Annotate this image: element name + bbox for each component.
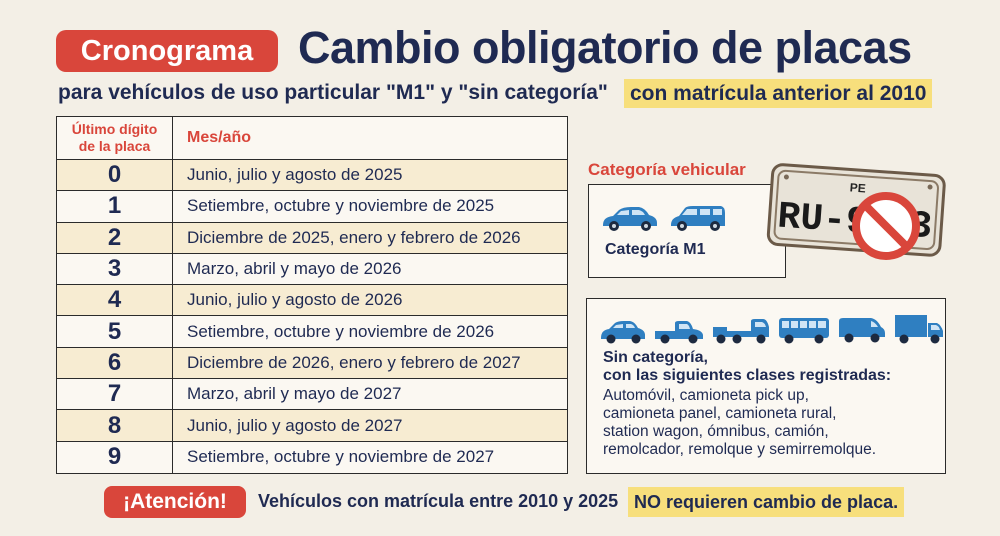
wagon-icon [671,206,725,231]
table-row: 2 Diciembre de 2025, enero y febrero de 2… [57,222,567,254]
schedule-months: Setiembre, octubre y noviembre de 2027 [187,447,495,467]
subtitle-highlight: con matrícula anterior al 2010 [624,79,933,108]
vehicle-classes-list: Automóvil, camioneta pick up, camioneta … [603,387,877,458]
attention-badge: ¡Atención! [104,486,246,518]
schedule-months: Diciembre de 2025, enero y febrero de 20… [187,227,521,247]
schedule-months: Junio, julio y agosto de 2026 [187,290,403,310]
schedule-table: Último dígito de la placa Mes/año 0 Junio,… [56,116,568,474]
table-header: Último dígito de la placa Mes/año [57,117,567,160]
plate-digit: 5 [57,316,173,347]
cronograma-badge: Cronograma [56,30,278,72]
month-column-header: Mes/año [187,129,252,146]
page-title: Cambio obligatorio de placas [298,22,912,73]
truck-icon [895,315,943,344]
footer-highlight: NO requieren cambio de placa. [628,487,905,517]
footer-text: Vehículos con matrícula entre 2010 y 202… [258,491,619,511]
table-row: 4 Junio, julio y agosto de 2026 [57,285,567,317]
m1-category-box: Categoría M1 [588,184,786,278]
plate-digit: 3 [57,253,173,285]
pickup-icon [655,321,703,344]
table-row: 9 Setiembre, octubre y noviembre de 2027 [57,441,567,473]
table-row: 3 Marzo, abril y mayo de 2026 [57,253,567,286]
category-title: Categoría vehicular [588,160,746,179]
plate-digit: 7 [57,379,173,410]
digit-column-header: Último dígito de la placa [57,117,173,159]
plate-digit: 2 [57,222,173,253]
plate-digit: 8 [57,410,173,441]
table-row: 5 Setiembre, octubre y noviembre de 2026 [57,316,567,348]
table-row: 1 Setiembre, octubre y noviembre de 2025 [57,191,567,223]
prohibited-icon [852,192,920,260]
bus-icon [779,318,829,344]
page-subtitle: para vehículos de uso particular "M1" y … [58,81,608,104]
tow-truck-icon [713,319,769,344]
van-icon [839,318,885,343]
plate-digit: 6 [57,347,173,379]
no-category-title: Sin categoría, con las siguientes clases… [603,349,892,384]
plate-digit: 0 [57,160,173,191]
table-row: 6 Diciembre de 2026, enero y febrero de 2… [57,347,567,380]
svg-text:PE: PE [849,180,866,195]
table-row: 0 Junio, julio y agosto de 2025 [57,160,567,192]
car-icon [601,321,645,344]
license-plate-icon: PE RU-9 3 [766,163,946,260]
schedule-months: Marzo, abril y mayo de 2026 [187,259,402,279]
no-category-box: Sin categoría, con las siguientes clases… [586,298,946,474]
schedule-months: Junio, julio y agosto de 2027 [187,415,403,435]
m1-category-label: Categoría M1 [605,241,706,258]
table-row: 8 Junio, julio y agosto de 2027 [57,410,567,442]
old-plate-image: PE RU-9 3 [764,160,950,268]
sedan-icon [603,207,657,231]
schedule-months: Diciembre de 2026, enero y febrero de 20… [187,352,521,372]
plate-digit: 9 [57,441,173,473]
schedule-months: Setiembre, octubre y noviembre de 2025 [187,196,495,216]
table-row: 7 Marzo, abril y mayo de 2027 [57,379,567,411]
schedule-months: Junio, julio y agosto de 2025 [187,165,403,185]
schedule-months: Marzo, abril y mayo de 2027 [187,384,402,404]
schedule-months: Setiembre, octubre y noviembre de 2026 [187,321,495,341]
plate-digit: 1 [57,191,173,222]
plate-digit: 4 [57,285,173,316]
